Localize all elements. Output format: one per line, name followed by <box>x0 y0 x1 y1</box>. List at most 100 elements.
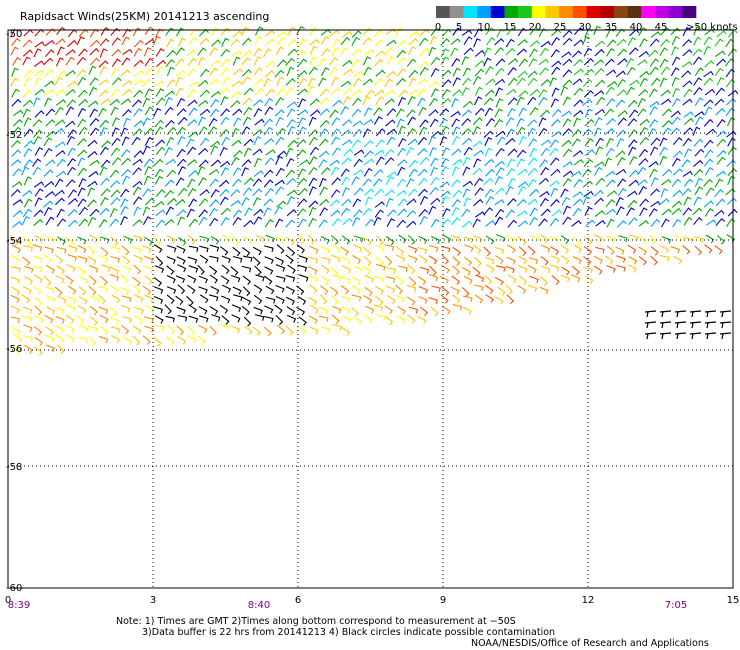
wind-barb <box>121 157 131 166</box>
wind-barb <box>518 135 527 146</box>
legend-swatch <box>641 6 656 18</box>
wind-barb <box>12 221 23 228</box>
wind-barb <box>507 67 517 76</box>
wind-barb <box>177 236 187 246</box>
wind-barb <box>177 37 186 47</box>
wind-barb <box>67 80 78 88</box>
legend-swatch <box>463 6 478 18</box>
wind-barb <box>340 47 349 57</box>
wind-barb <box>353 187 364 196</box>
wind-barb <box>133 89 143 98</box>
wind-barb <box>373 29 384 38</box>
wind-barb <box>198 79 209 87</box>
wind-barb <box>494 208 505 218</box>
wind-barb <box>133 108 143 117</box>
wind-barb <box>363 118 374 126</box>
wind-barb <box>308 274 318 283</box>
wind-barb <box>45 326 54 336</box>
wind-barb <box>99 314 109 324</box>
wind-barb <box>639 77 649 87</box>
wind-barb <box>484 136 493 147</box>
wind-barb <box>595 79 606 88</box>
wind-barb <box>319 128 329 137</box>
wind-barb <box>384 47 394 56</box>
wind-barb <box>485 78 496 86</box>
wind-barb <box>571 265 580 276</box>
longitude-label: 3 <box>150 595 156 606</box>
legend-swatch <box>572 6 587 18</box>
wind-barb <box>659 155 668 166</box>
wind-barb <box>398 89 408 98</box>
wind-barb <box>98 335 109 344</box>
wind-barb <box>385 70 397 78</box>
wind-barb <box>198 325 208 334</box>
wind-barb <box>54 286 63 297</box>
wind-barb <box>494 160 505 168</box>
wind-barb <box>594 117 603 127</box>
wind-barb <box>463 36 473 45</box>
wind-barb <box>682 137 692 147</box>
wind-barb <box>77 187 86 197</box>
wind-barb <box>615 70 626 78</box>
wind-barb <box>428 109 439 117</box>
wind-barb <box>672 150 683 158</box>
wind-barb <box>342 87 353 96</box>
wind-barb <box>176 306 186 315</box>
wind-barb <box>452 265 460 276</box>
wind-barb <box>649 119 659 128</box>
wind-barb <box>507 244 516 254</box>
wind-barb <box>22 286 32 295</box>
wind-barb <box>441 88 451 98</box>
wind-barb <box>573 87 584 96</box>
wind-barb <box>199 245 209 253</box>
wind-barb <box>692 56 703 65</box>
wind-barb <box>727 29 738 38</box>
wind-barb <box>689 310 702 318</box>
wind-barb <box>694 148 705 157</box>
wind-barb <box>441 69 452 78</box>
wind-barb <box>44 69 55 77</box>
wind-barb <box>99 207 110 216</box>
wind-barb <box>539 159 549 168</box>
wind-barb <box>529 275 539 284</box>
wind-barb <box>23 324 33 333</box>
wind-barb <box>727 208 738 217</box>
wind-barb <box>352 128 363 137</box>
wind-barb <box>615 197 624 207</box>
wind-barb <box>54 325 64 334</box>
wind-barb <box>165 59 175 68</box>
wind-barb <box>320 67 330 77</box>
wind-barb <box>188 245 199 253</box>
wind-barb <box>375 156 385 166</box>
wind-barb <box>34 346 43 356</box>
wind-barb <box>309 27 318 37</box>
wind-barb <box>495 265 506 272</box>
wind-barb <box>714 178 724 188</box>
wind-barb <box>198 159 209 168</box>
wind-barb <box>550 198 560 207</box>
wind-barbs-layer <box>10 25 739 356</box>
wind-barb <box>495 234 506 242</box>
wind-barb <box>605 179 616 187</box>
wind-barb <box>649 168 658 178</box>
wind-barb <box>638 255 647 266</box>
wind-barb <box>11 149 22 157</box>
wind-barb <box>78 126 88 136</box>
wind-barb <box>452 294 461 304</box>
wind-barb <box>331 274 342 282</box>
wind-barb <box>199 68 210 77</box>
wind-barb <box>727 48 737 57</box>
wind-barb <box>33 48 42 58</box>
wind-barb <box>308 200 319 208</box>
wind-barb <box>155 48 165 57</box>
wind-barb <box>220 67 230 77</box>
wind-barb <box>351 89 362 97</box>
wind-barb <box>187 256 198 264</box>
wind-barb <box>693 77 703 86</box>
wind-barb <box>177 116 188 125</box>
wind-barb <box>527 119 538 127</box>
wind-barb <box>573 244 582 253</box>
wind-barb <box>330 166 340 176</box>
wind-barb <box>485 284 494 295</box>
wind-barb <box>252 148 263 156</box>
